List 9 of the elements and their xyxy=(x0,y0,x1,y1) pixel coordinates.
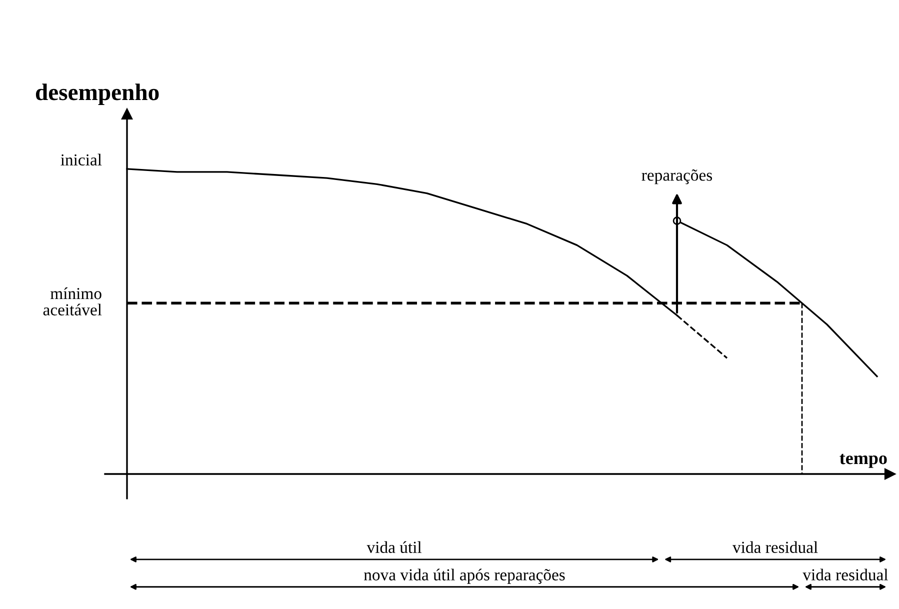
x-axis-title: tempo xyxy=(840,454,887,468)
text: inicial xyxy=(60,154,102,166)
text: vida útil xyxy=(366,541,422,553)
text: nova vida útil após reparações xyxy=(364,568,565,584)
annotation: reparações xyxy=(642,169,712,184)
chart-title: desempenho xyxy=(36,84,159,106)
text: vida residual xyxy=(802,568,888,580)
text: vida residual xyxy=(732,541,818,553)
ref-line-label: mínimo aceitável xyxy=(43,287,102,316)
